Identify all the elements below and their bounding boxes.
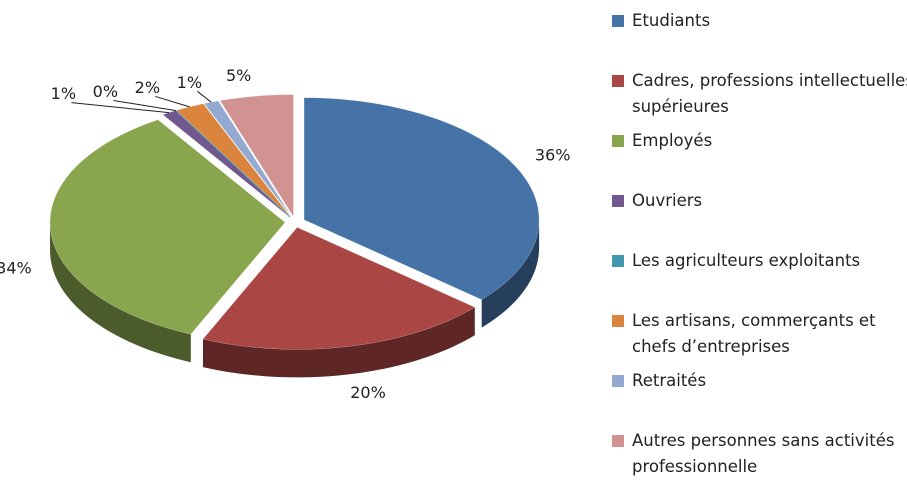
legend-item: Autres personnes sans activités professi…	[612, 428, 907, 480]
slice	[175, 110, 291, 218]
slice-side	[50, 222, 191, 363]
legend-item: Les agriculteurs exploitants	[612, 248, 907, 274]
slice-side	[481, 219, 540, 328]
legend-item: Employés	[612, 128, 907, 154]
leader-line	[155, 95, 190, 108]
data-label: 20%	[350, 383, 386, 402]
slice	[202, 227, 476, 350]
legend-swatch	[612, 375, 624, 387]
slice	[219, 94, 294, 218]
legend-label: Etudiants	[632, 11, 711, 30]
legend-swatch	[612, 15, 624, 27]
slice	[303, 97, 540, 300]
legend-label: Employés	[632, 131, 713, 150]
slice-side	[202, 307, 475, 378]
legend-swatch	[612, 255, 624, 267]
data-label: 2%	[135, 78, 160, 97]
slice-tops	[49, 94, 540, 350]
data-label: 1%	[51, 84, 76, 103]
leader-line	[113, 99, 176, 112]
legend-label: Ouvriers	[632, 191, 703, 210]
legend-item: Ouvriers	[612, 188, 907, 214]
data-label: 0%	[93, 82, 118, 101]
legend-swatch	[612, 135, 624, 147]
legend-item: Les artisans, commerçants et chefs d’ent…	[612, 308, 907, 360]
slice	[49, 119, 286, 335]
data-label: 34%	[0, 259, 32, 278]
legend-swatch	[612, 315, 624, 327]
legend-swatch	[612, 435, 624, 447]
legend-label: Cadres, professions intellectuelles supé…	[632, 71, 907, 116]
legend-label: Les agriculteurs exploitants	[632, 251, 861, 270]
labels: 36% 20% 34% 1% 0% 2% 1% 5%	[0, 66, 570, 402]
legend-item: Etudiants	[612, 8, 907, 34]
slice-sides	[50, 219, 540, 378]
leader-line	[71, 102, 170, 114]
data-label: 1%	[177, 73, 202, 92]
legend-label: Les artisans, commerçants et chefs d’ent…	[632, 311, 876, 356]
legend-swatch	[612, 195, 624, 207]
legend-item: Retraités	[612, 368, 907, 394]
leader-line	[197, 90, 212, 103]
pie-area: 36% 20% 34% 1% 0% 2% 1% 5%	[0, 66, 570, 402]
legend-label: Retraités	[632, 371, 707, 390]
data-label: 5%	[226, 66, 251, 85]
legend-swatch	[612, 75, 624, 87]
legend-label: Autres personnes sans activités professi…	[632, 431, 895, 476]
data-label: 36%	[535, 146, 571, 165]
legend-item: Cadres, professions intellectuelles supé…	[612, 68, 907, 120]
